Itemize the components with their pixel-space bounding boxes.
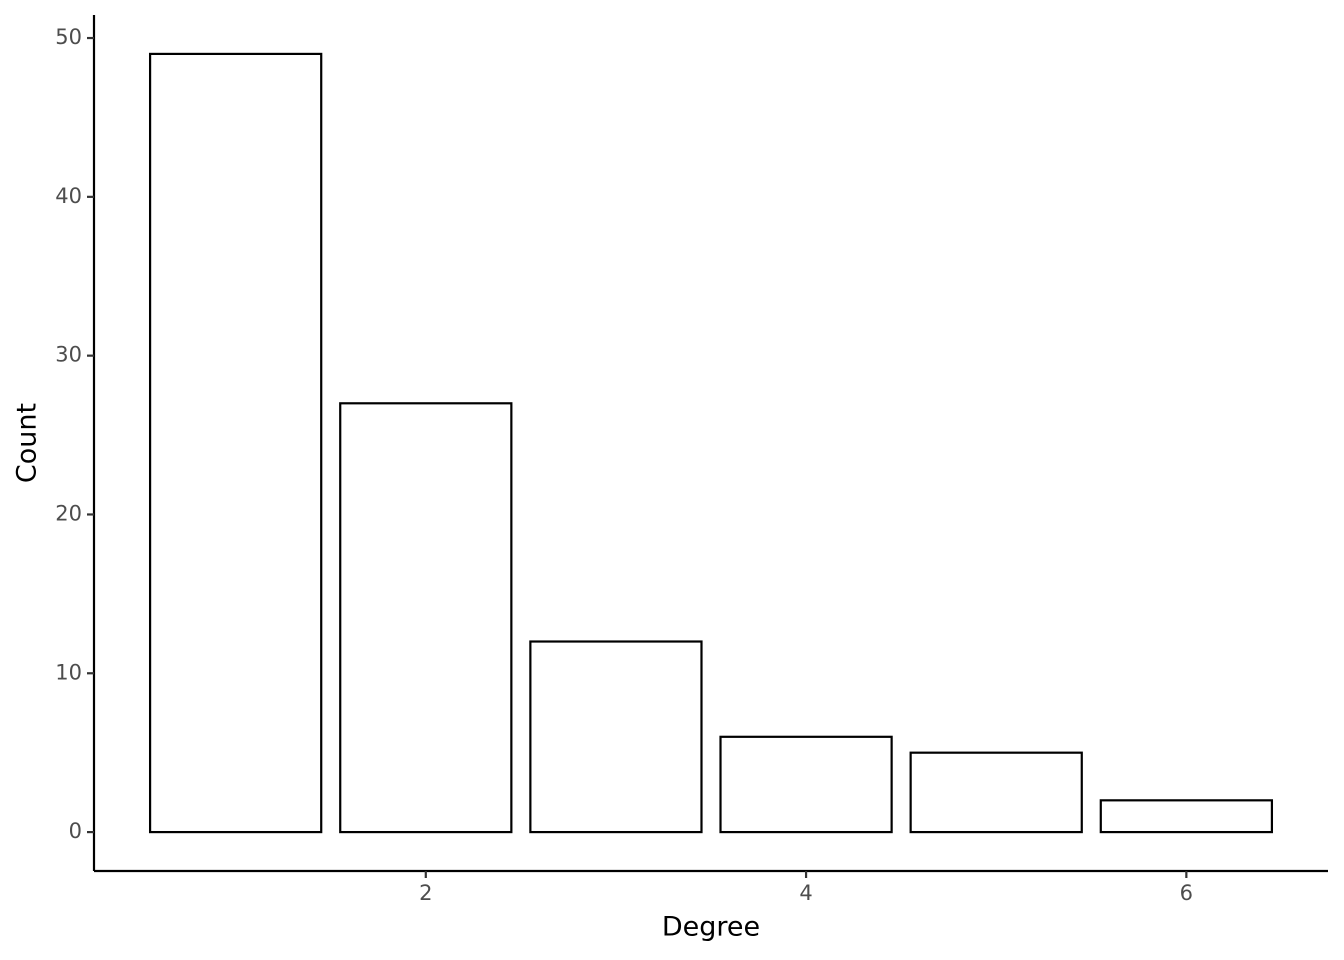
y-tick-label: 0 <box>69 819 82 843</box>
y-tick-label: 10 <box>55 660 82 684</box>
bar <box>339 402 513 834</box>
y-axis-title: Count <box>12 403 43 483</box>
y-tick-label: 50 <box>55 25 82 49</box>
y-tick-label: 30 <box>55 343 82 367</box>
bar <box>909 751 1083 834</box>
bar <box>529 640 703 834</box>
bar <box>148 52 323 834</box>
bar <box>1099 799 1274 834</box>
x-tick-label: 2 <box>419 881 432 905</box>
x-axis-title: Degree <box>662 912 760 943</box>
y-tick-label: 20 <box>55 501 82 525</box>
y-tick-label: 40 <box>55 184 82 208</box>
x-tick-label: 4 <box>799 881 812 905</box>
x-tick-label: 6 <box>1180 881 1193 905</box>
bar <box>719 735 893 834</box>
